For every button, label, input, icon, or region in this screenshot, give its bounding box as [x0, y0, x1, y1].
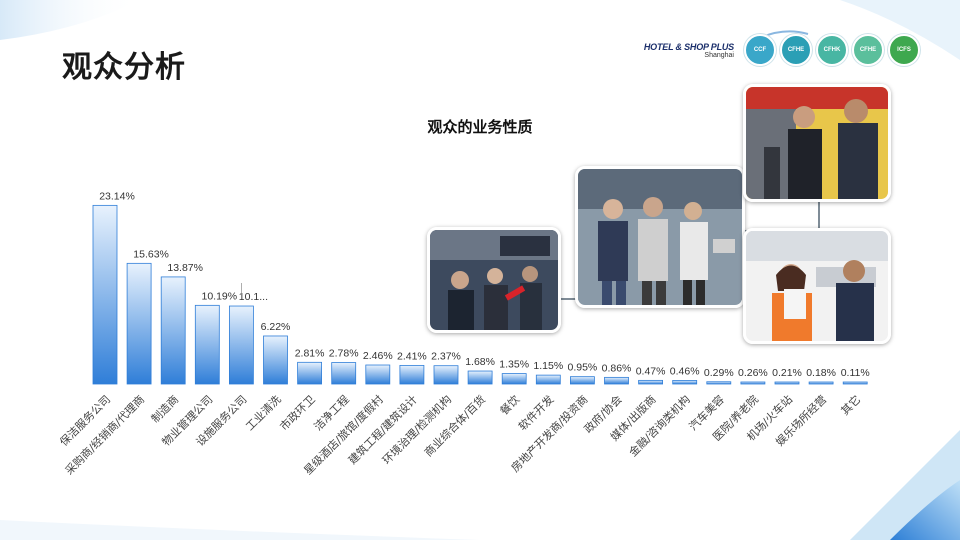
bar — [433, 365, 459, 385]
chart-title: 观众的业务性质 — [427, 118, 533, 136]
data-label: 6.22% — [261, 321, 291, 333]
photo-visitors-booth — [427, 227, 561, 333]
photo-visitors-walking — [575, 166, 745, 308]
bar — [501, 373, 527, 385]
logo-main: HOTEL & SHOP PLUS — [643, 41, 734, 52]
bar — [842, 381, 868, 385]
bar — [467, 370, 493, 385]
bar — [535, 374, 561, 385]
data-label: 1.15% — [533, 360, 563, 372]
data-label: 1.35% — [499, 359, 529, 371]
page-title: 观众分析 — [62, 50, 186, 85]
bar — [638, 379, 663, 385]
data-label: 0.26% — [738, 367, 768, 379]
bar — [774, 381, 800, 385]
data-label: 0.18% — [806, 367, 836, 379]
bar — [331, 362, 357, 385]
logo-strip: HOTEL & SHOP PLUS Shanghai CCF CFHE CFHK… — [644, 34, 920, 66]
data-label: 2.78% — [329, 348, 359, 360]
logo-badge: CCF — [744, 34, 776, 66]
bar — [808, 381, 834, 385]
bar — [740, 381, 766, 385]
bar — [365, 364, 391, 385]
data-label: 2.81% — [295, 347, 325, 359]
category-label: 工业清洗 — [243, 393, 283, 433]
bar — [297, 361, 323, 385]
data-label: 15.63% — [133, 248, 169, 260]
data-label: 0.46% — [670, 365, 700, 377]
bar — [570, 376, 595, 385]
logo-text: HOTEL & SHOP PLUS Shanghai — [644, 42, 734, 59]
category-label: 金融/咨询类机构 — [626, 392, 693, 459]
data-label: 0.29% — [704, 367, 734, 379]
bar — [706, 381, 732, 385]
bar — [263, 335, 288, 385]
data-label: 10.1... — [239, 291, 268, 303]
bar — [399, 364, 425, 385]
data-label: 0.21% — [772, 367, 802, 379]
data-label: 23.14% — [99, 190, 135, 202]
logo-badge: CFHE — [852, 34, 884, 66]
data-label: 1.68% — [465, 356, 495, 368]
data-label: 0.95% — [568, 362, 598, 374]
data-label: 2.41% — [397, 350, 427, 362]
bar — [194, 304, 220, 385]
bar — [92, 204, 118, 385]
bar — [126, 262, 152, 385]
data-label: 0.86% — [602, 362, 632, 374]
bar — [160, 276, 186, 385]
data-label: 2.37% — [431, 351, 461, 363]
logo-badge: ICFS — [888, 34, 920, 66]
logo-badge: CFHK — [816, 34, 848, 66]
bar — [672, 380, 698, 385]
data-label: 10.19% — [201, 290, 237, 302]
data-label: 2.46% — [363, 350, 393, 362]
logo-sub: Shanghai — [704, 51, 734, 59]
bar — [604, 376, 629, 385]
category-label: 餐饮 — [497, 392, 522, 417]
data-label: 13.87% — [167, 262, 203, 274]
data-label: 0.11% — [841, 367, 870, 379]
bar — [228, 305, 254, 385]
data-label: 0.47% — [636, 365, 666, 377]
category-label: 商业综合体/百货 — [421, 392, 488, 459]
category-label: 其它 — [838, 392, 863, 417]
photo-visitors-reading — [743, 228, 891, 344]
photo-visitors-discussion — [743, 84, 891, 202]
category-label: 市政环卫 — [277, 392, 318, 433]
logo-badge: CFHE — [780, 34, 812, 66]
category-label: 制造商 — [148, 392, 181, 425]
